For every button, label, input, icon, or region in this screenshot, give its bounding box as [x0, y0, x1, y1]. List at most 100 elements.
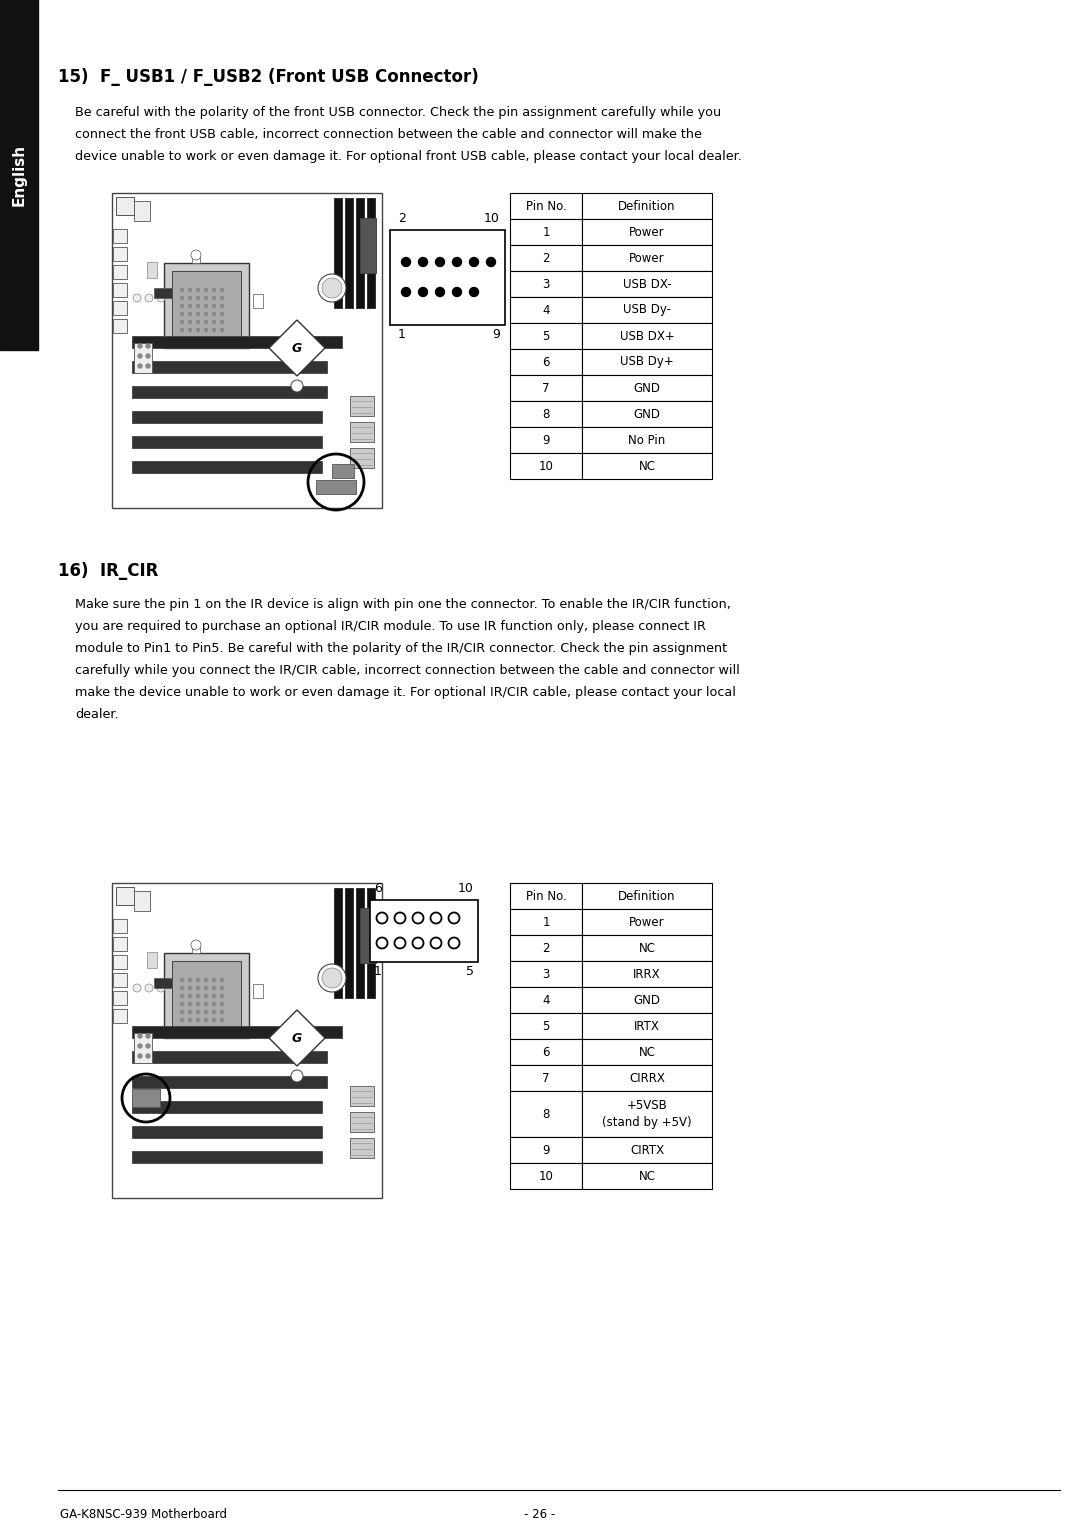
Bar: [164, 264, 249, 348]
Text: 2: 2: [542, 251, 550, 265]
Bar: [132, 461, 322, 473]
Circle shape: [213, 987, 216, 990]
Text: Power: Power: [630, 251, 665, 265]
Circle shape: [220, 1011, 224, 1014]
Circle shape: [180, 328, 184, 331]
Circle shape: [146, 1034, 150, 1039]
Text: 8: 8: [542, 1108, 550, 1120]
Text: 7: 7: [542, 1071, 550, 1085]
Circle shape: [419, 288, 428, 297]
Bar: [113, 919, 127, 933]
Bar: [132, 1026, 342, 1039]
Circle shape: [189, 313, 191, 316]
Text: Power: Power: [630, 225, 665, 239]
Circle shape: [470, 288, 478, 297]
Text: Definition: Definition: [618, 890, 676, 902]
Circle shape: [197, 288, 200, 291]
Circle shape: [146, 345, 150, 348]
Circle shape: [435, 288, 445, 297]
Circle shape: [197, 1011, 200, 1014]
Bar: [582, 1091, 712, 1137]
Bar: [510, 193, 582, 219]
Text: 5: 5: [542, 1019, 550, 1033]
Circle shape: [213, 297, 216, 299]
Bar: [367, 198, 375, 308]
Circle shape: [470, 257, 478, 267]
Text: 4: 4: [542, 993, 550, 1007]
Bar: [582, 453, 712, 480]
Circle shape: [322, 968, 342, 988]
Circle shape: [180, 288, 184, 291]
Bar: [582, 1163, 712, 1189]
Bar: [510, 961, 582, 987]
Circle shape: [204, 313, 207, 316]
Circle shape: [204, 328, 207, 331]
Circle shape: [220, 328, 224, 331]
Circle shape: [189, 1019, 191, 1022]
Circle shape: [197, 1002, 200, 1005]
Text: NC: NC: [638, 460, 656, 472]
Circle shape: [191, 250, 201, 260]
Bar: [582, 401, 712, 427]
Circle shape: [180, 987, 184, 990]
Circle shape: [204, 987, 207, 990]
Circle shape: [220, 297, 224, 299]
Bar: [582, 297, 712, 323]
Text: NC: NC: [638, 1045, 656, 1059]
Circle shape: [189, 305, 191, 308]
Circle shape: [220, 288, 224, 291]
Circle shape: [197, 313, 200, 316]
Bar: [154, 977, 172, 988]
Circle shape: [133, 294, 141, 302]
Bar: [192, 945, 200, 953]
Text: 1: 1: [374, 965, 382, 977]
Circle shape: [220, 994, 224, 997]
Bar: [132, 362, 327, 372]
Circle shape: [180, 313, 184, 316]
Bar: [582, 987, 712, 1013]
Bar: [510, 1137, 582, 1163]
Circle shape: [204, 305, 207, 308]
Text: +5VSB
(stand by +5V): +5VSB (stand by +5V): [603, 1098, 692, 1129]
Circle shape: [189, 320, 191, 323]
Bar: [582, 271, 712, 297]
Bar: [510, 453, 582, 480]
Bar: [582, 961, 712, 987]
Bar: [510, 375, 582, 401]
Text: 6: 6: [374, 882, 382, 895]
Bar: [132, 1075, 327, 1088]
Bar: [510, 427, 582, 453]
Circle shape: [431, 938, 442, 948]
Circle shape: [413, 913, 423, 924]
Circle shape: [204, 320, 207, 323]
Circle shape: [213, 1019, 216, 1022]
Text: 5: 5: [465, 965, 474, 977]
Circle shape: [197, 328, 200, 331]
Circle shape: [189, 288, 191, 291]
Bar: [112, 882, 382, 1198]
Bar: [360, 908, 376, 964]
Bar: [582, 1013, 712, 1039]
Circle shape: [213, 994, 216, 997]
Bar: [334, 198, 342, 308]
Bar: [132, 437, 322, 447]
Text: G: G: [292, 342, 302, 354]
Bar: [113, 1010, 127, 1023]
Bar: [113, 954, 127, 970]
Circle shape: [291, 1069, 303, 1082]
Circle shape: [197, 979, 200, 982]
Circle shape: [220, 1019, 224, 1022]
Bar: [356, 198, 364, 308]
Bar: [134, 201, 150, 221]
Bar: [332, 464, 354, 478]
Text: Definition: Definition: [618, 199, 676, 213]
Bar: [132, 1126, 322, 1138]
Circle shape: [394, 913, 405, 924]
Bar: [582, 882, 712, 908]
Circle shape: [197, 305, 200, 308]
Bar: [510, 1091, 582, 1137]
Bar: [350, 1138, 374, 1158]
Circle shape: [138, 365, 141, 368]
Circle shape: [213, 288, 216, 291]
Bar: [134, 343, 152, 372]
